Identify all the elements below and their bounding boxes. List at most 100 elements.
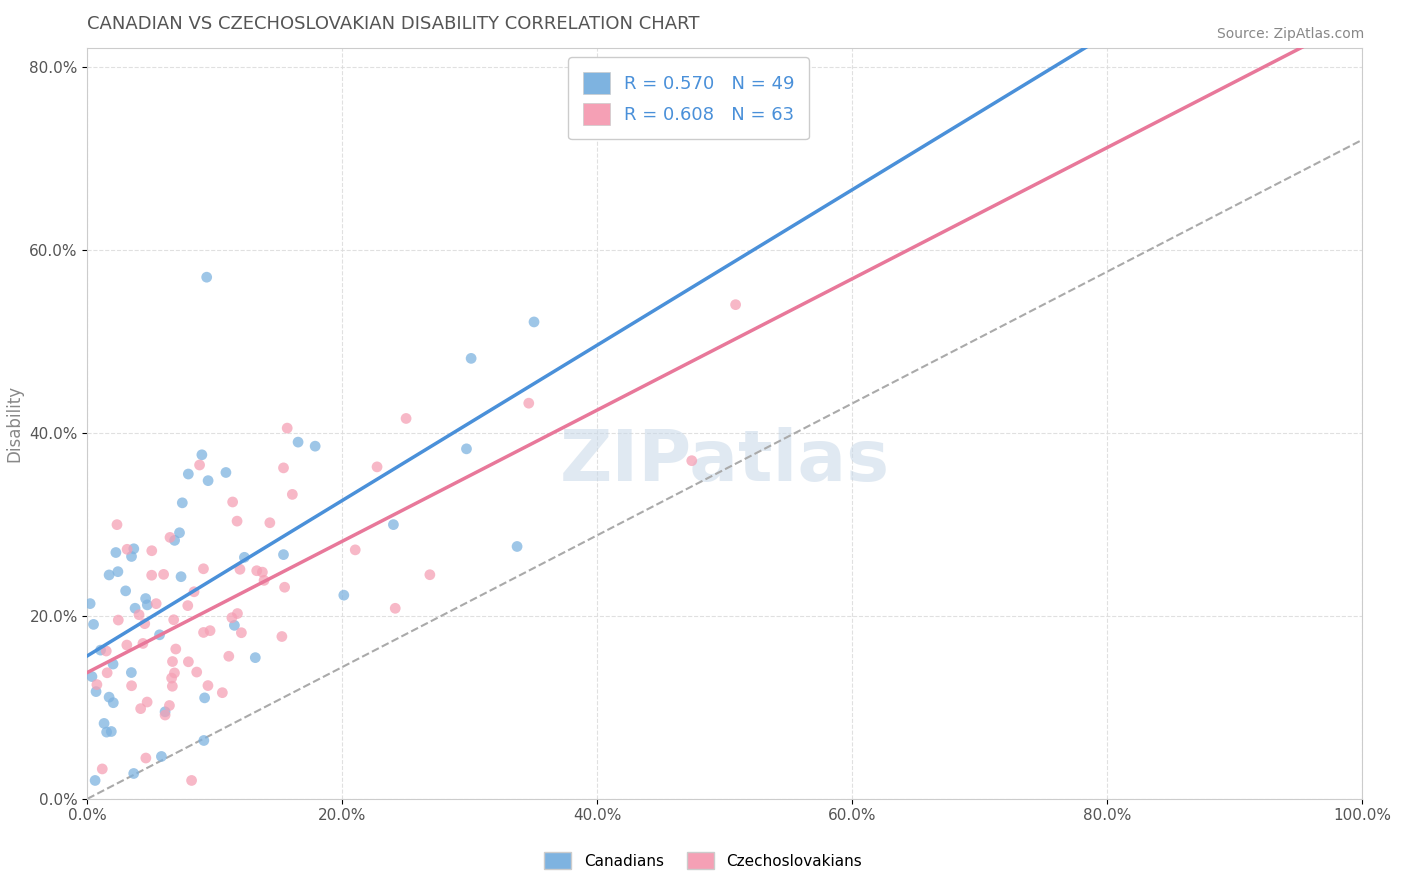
Point xyxy=(195,270,218,285)
Point xyxy=(86,677,108,691)
Point xyxy=(122,541,145,556)
Point xyxy=(107,613,129,627)
Point xyxy=(98,690,121,705)
Point xyxy=(107,565,129,579)
Point xyxy=(193,733,215,747)
Point xyxy=(460,351,482,366)
Point xyxy=(80,669,103,683)
Point xyxy=(233,550,256,565)
Point xyxy=(96,644,118,658)
Point xyxy=(193,625,215,640)
Point xyxy=(221,610,243,624)
Text: CANADIAN VS CZECHOSLOVAKIAN DISABILITY CORRELATION CHART: CANADIAN VS CZECHOSLOVAKIAN DISABILITY C… xyxy=(87,15,700,33)
Point xyxy=(96,725,118,739)
Point xyxy=(366,459,388,474)
Point xyxy=(456,442,478,456)
Point xyxy=(114,583,136,598)
Point xyxy=(186,665,208,679)
Legend: R = 0.570   N = 49, R = 0.608   N = 63: R = 0.570 N = 49, R = 0.608 N = 63 xyxy=(568,57,808,139)
Point xyxy=(141,543,163,558)
Point xyxy=(259,516,281,530)
Point xyxy=(231,625,253,640)
Point xyxy=(104,545,127,559)
Point xyxy=(170,570,193,584)
Point xyxy=(96,665,118,680)
Point xyxy=(150,749,173,764)
Point xyxy=(177,655,200,669)
Point xyxy=(382,517,405,532)
Point xyxy=(270,630,292,644)
Point xyxy=(252,565,274,579)
Point xyxy=(100,724,122,739)
Point xyxy=(273,548,295,562)
Point xyxy=(121,679,143,693)
Point xyxy=(191,448,214,462)
Point xyxy=(105,517,128,532)
Point xyxy=(153,708,176,723)
Point xyxy=(91,762,114,776)
Point xyxy=(163,613,186,627)
Y-axis label: Disability: Disability xyxy=(6,385,24,462)
Point xyxy=(128,607,150,622)
Point xyxy=(153,705,176,719)
Point xyxy=(246,564,269,578)
Point xyxy=(180,773,202,788)
Point xyxy=(177,467,200,481)
Point xyxy=(226,514,249,528)
Point xyxy=(163,665,186,680)
Point xyxy=(163,533,186,548)
Point xyxy=(136,695,159,709)
Point xyxy=(160,671,183,685)
Point xyxy=(226,607,249,621)
Point xyxy=(253,574,276,588)
Point xyxy=(135,591,157,606)
Text: ZIPatlas: ZIPatlas xyxy=(560,426,890,496)
Point xyxy=(132,636,155,650)
Point xyxy=(79,597,101,611)
Point xyxy=(120,665,142,680)
Point xyxy=(506,540,529,554)
Point xyxy=(276,421,298,435)
Point xyxy=(101,657,124,671)
Point xyxy=(221,495,243,509)
Legend: Canadians, Czechoslovakians: Canadians, Czechoslovakians xyxy=(538,846,868,875)
Point xyxy=(177,599,200,613)
Point xyxy=(197,474,219,488)
Point xyxy=(124,601,146,615)
Point xyxy=(224,618,246,632)
Point xyxy=(129,701,152,715)
Point xyxy=(188,458,211,472)
Point xyxy=(84,684,107,698)
Point xyxy=(121,549,143,564)
Point xyxy=(103,696,125,710)
Point xyxy=(245,650,267,665)
Point xyxy=(90,643,112,657)
Point xyxy=(193,562,215,576)
Point xyxy=(304,439,326,453)
Point xyxy=(98,568,121,582)
Text: Source: ZipAtlas.com: Source: ZipAtlas.com xyxy=(1216,27,1364,41)
Point xyxy=(159,698,181,713)
Point xyxy=(681,453,703,467)
Point xyxy=(287,435,309,450)
Point xyxy=(229,562,252,576)
Point xyxy=(122,766,145,780)
Point xyxy=(134,616,156,631)
Point xyxy=(281,487,304,501)
Point xyxy=(211,686,233,700)
Point xyxy=(148,628,170,642)
Point xyxy=(333,588,356,602)
Point xyxy=(419,567,441,582)
Point xyxy=(152,567,174,582)
Point xyxy=(84,773,107,788)
Point xyxy=(115,542,138,557)
Point xyxy=(273,580,295,594)
Point xyxy=(523,315,546,329)
Point xyxy=(83,617,105,632)
Point xyxy=(162,679,184,693)
Point xyxy=(218,649,240,664)
Point xyxy=(159,530,181,544)
Point xyxy=(384,601,406,615)
Point xyxy=(724,298,747,312)
Point xyxy=(165,642,187,657)
